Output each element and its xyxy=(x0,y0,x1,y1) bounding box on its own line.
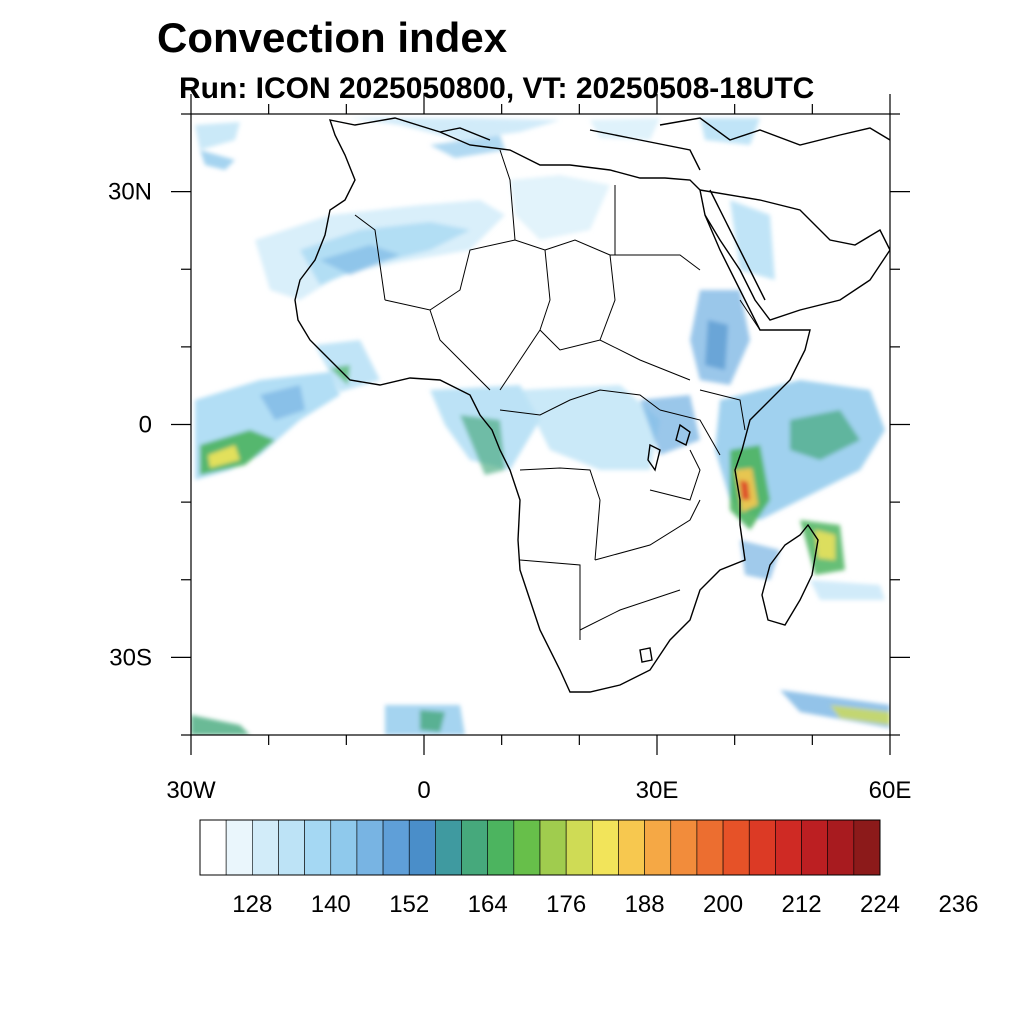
map-title: Convection index xyxy=(157,14,508,61)
colorbar-swatch xyxy=(225,819,253,876)
colorbar-swatch xyxy=(539,819,567,876)
colorbar-swatch xyxy=(199,819,227,876)
colorbar-swatch xyxy=(670,819,698,876)
colorbar-label: 164 xyxy=(468,891,508,918)
colorbar-label: 200 xyxy=(703,891,743,918)
colorbar-swatch xyxy=(827,819,855,876)
colorbar-label: 224 xyxy=(860,891,900,918)
colorbar-swatch xyxy=(461,819,488,876)
lat-tick-label: 30S xyxy=(109,644,152,671)
colorbar-swatch xyxy=(435,819,462,876)
colorbar-swatch xyxy=(252,819,279,876)
colorbar-swatch xyxy=(644,819,672,876)
colorbar-swatch xyxy=(382,819,410,876)
colorbar-swatch xyxy=(801,819,828,876)
lon-tick-label: 0 xyxy=(417,777,430,804)
colorbar-swatch xyxy=(722,819,750,876)
colorbar-frame xyxy=(199,819,881,876)
lon-tick-label: 60E xyxy=(869,777,912,804)
colorbar-label: 176 xyxy=(546,891,586,918)
colorbar-label: 140 xyxy=(311,891,351,918)
colorbar-swatch xyxy=(592,819,619,876)
lat-tick-label: 0 xyxy=(139,412,152,439)
country-borders xyxy=(354,149,761,640)
colorbar-swatch xyxy=(278,819,305,876)
colorbar-swatch xyxy=(487,819,515,876)
colorbar-swatch xyxy=(304,819,332,876)
colorbar-swatch xyxy=(748,819,776,876)
map-subtitle: Run: ICON 2025050800, VT: 20250508-18UTC xyxy=(179,72,815,105)
colorbar-label: 152 xyxy=(389,891,429,918)
colorbar-swatch xyxy=(513,819,541,876)
convection-field xyxy=(191,118,890,735)
colorbar-swatch xyxy=(853,819,881,876)
lon-tick-label: 30W xyxy=(166,777,216,804)
colorbar-swatch xyxy=(618,819,645,876)
lat-tick-label: 30N xyxy=(108,179,152,206)
colorbar-label: 236 xyxy=(938,891,978,918)
colorbar-label: 128 xyxy=(232,891,272,918)
colorbar-swatch xyxy=(408,819,436,876)
axis-tick-labels: 30N 0 30S 30W 0 30E 60E xyxy=(108,179,911,804)
colorbar-label: 188 xyxy=(625,891,665,918)
colorbar-swatch xyxy=(330,819,358,876)
colorbar-swatch xyxy=(696,819,724,876)
colorbar-swatch xyxy=(356,819,384,876)
colorbar-swatch xyxy=(775,819,802,876)
colorbar-labels: 128 140 152 164 176 188 200 212 224 236 xyxy=(232,891,978,918)
colorbar-swatch xyxy=(565,819,593,876)
lon-tick-label: 30E xyxy=(636,777,679,804)
colorbar-label: 212 xyxy=(782,891,822,918)
coastlines xyxy=(294,117,890,693)
colorbar xyxy=(199,819,881,876)
axis-ticks xyxy=(171,94,910,755)
